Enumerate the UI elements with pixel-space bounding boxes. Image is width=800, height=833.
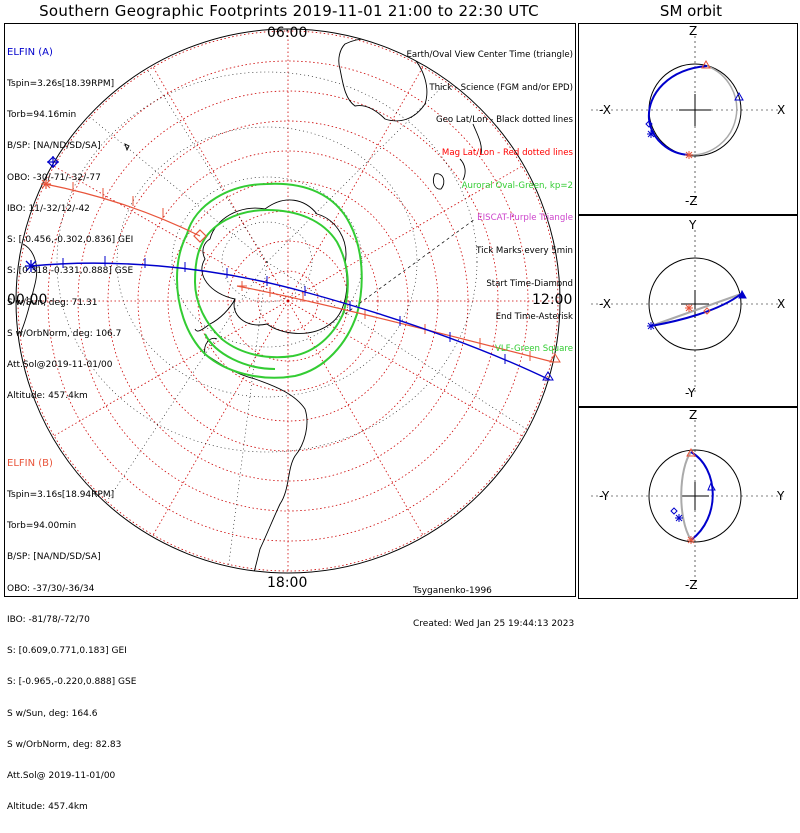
elfin-b-view-triangle <box>549 353 561 363</box>
created-timestamp: Created: Wed Jan 25 19:44:13 2023 <box>413 619 575 629</box>
elfin-b-line: Att.Sol@ 2019-11-01/00 <box>7 771 116 781</box>
sm-xy-bottom-label: -Y <box>685 386 696 400</box>
elfin-b-line: S w/Sun, deg: 164.6 <box>7 708 98 719</box>
footprint-map-panel: 06:00 00:00 12:00 18:00 ELFIN (A) Tspin=… <box>4 23 576 812</box>
sm-yz-right-label: Y <box>777 489 785 503</box>
elfin-a-line: OBO: -30/-71/-32/-77 <box>7 172 101 183</box>
sm-yz-left-label: -Y <box>599 489 610 503</box>
legend-entry: EISCAT-Purple Triangle <box>477 213 573 224</box>
elfin-b-end-asterisk <box>41 179 51 189</box>
mlt-label-bottom: 18:00 <box>267 575 308 591</box>
elfin-b-center-mark <box>237 281 247 291</box>
sm-xy-left-label: -X <box>599 297 611 311</box>
sm-xz-top-label: Z <box>689 24 698 38</box>
legend-entry: End Time-Asterisk <box>495 311 573 322</box>
elfin-a-view-triangle <box>542 371 554 381</box>
footer: Tsyganenko-1996 Created: Wed Jan 25 19:4… <box>413 564 574 652</box>
elfin-b-track <box>41 179 561 363</box>
elfin-a-track <box>25 156 554 381</box>
map-boundary <box>15 28 561 574</box>
plot-title: Southern Geographic Footprints 2019-11-0… <box>39 2 539 20</box>
legend-entry: Earth/Oval View Center Time (triangle) <box>406 49 573 60</box>
elfin-a-view-marker <box>47 156 59 168</box>
sm-xy-top-label: Y <box>689 218 697 232</box>
sm-xz-left-label: -X <box>599 103 611 117</box>
legend-entry: Start Time-Diamond <box>486 278 573 289</box>
auroral-oval <box>175 182 363 379</box>
legend-entry: Thick - Science (FGM and/or EPD) <box>429 82 573 93</box>
elfin-a-line: S: [-0.456,-0.302,0.836] GEI <box>7 235 134 246</box>
elfin-a-start-asterisk <box>25 260 37 272</box>
elfin-a-header: ELFIN (A) <box>7 46 53 58</box>
elfin-a-line: IBO: 11/-32/12/-42 <box>7 203 90 214</box>
elfin-a-line: Att.Sol@2019-11-01/00 <box>7 360 113 370</box>
elfin-b-line: B/SP: [NA/ND/SD/SA] <box>7 552 101 563</box>
elfin-b-line: S: [-0.965,-0.220,0.888] GSE <box>7 677 137 688</box>
elfin-b-info: ELFIN (B) Tspin=3.16s[18.94RPM] Torb=94.… <box>7 438 136 833</box>
elfin-b-line: IBO: -81/78/-72/70 <box>7 614 90 625</box>
elfin-a-line: Torb=94.16min <box>7 110 77 121</box>
elfin-a-line: S w/Sun, deg: 71.31 <box>7 297 98 308</box>
elfin-b-header: ELFIN (B) <box>7 457 53 469</box>
elfin-b-line: S: [0.609,0.771,0.183] GEI <box>7 646 127 657</box>
legend-entry: VLF-Green Square <box>494 344 573 355</box>
sm-yz-bottom-label: -Z <box>685 578 698 592</box>
elfin-a-line: Altitude: 457.4km <box>7 391 88 402</box>
elfin-b-line: OBO: -37/30/-36/34 <box>7 583 95 594</box>
sm-xz-bottom-label: -Z <box>685 194 698 208</box>
legend-entry: Geo Lat/Lon - Black dotted lines <box>435 115 573 126</box>
sm-orbit-title: SM orbit <box>659 2 723 20</box>
elfin-a-line: S: [0.318,-0.331,0.888] GSE <box>7 266 134 277</box>
sm-panel-yz: Z -Z -Y Y <box>578 407 798 599</box>
elfin-a-info: ELFIN (A) Tspin=3.26s[18.39RPM] Torb=94.… <box>7 27 133 422</box>
elfin-a-line: Tspin=3.26s[18.39RPM] <box>7 79 115 90</box>
legend-entry: Mag Lat/Lon - Red dotted lines <box>441 147 573 158</box>
footprint-map <box>15 28 561 574</box>
mlt-label-top: 06:00 <box>267 25 308 41</box>
model-credit: Tsyganenko-1996 <box>413 586 492 596</box>
elfin-b-start-diamond <box>193 229 207 243</box>
sm-xy-right-label: X <box>777 297 786 311</box>
sm-yz-top-label: Z <box>689 408 698 422</box>
sm-xz-right-label: X <box>777 103 786 117</box>
legend-entry: Tick Marks every 5min <box>476 246 573 257</box>
mlt-label-left: 00:00 <box>7 292 48 308</box>
mlt-label-right: 12:00 <box>532 292 573 308</box>
elfin-b-line: Tspin=3.16s[18.94RPM] <box>7 490 115 501</box>
elfin-b-line: Altitude: 457.4km <box>7 802 88 813</box>
elfin-a-line: B/SP: [NA/ND/SD/SA] <box>7 141 101 152</box>
elfin-b-line: Torb=94.00min <box>7 521 77 532</box>
sm-panel-xy: Y -Y -X X <box>578 215 798 407</box>
elfin-a-line: S w/OrbNorm, deg: 106.7 <box>7 328 122 339</box>
elfin-b-line: S w/OrbNorm, deg: 82.83 <box>7 739 122 750</box>
legend-entry: Auroral Oval-Green, kp=2 <box>461 180 573 191</box>
map-legend: Earth/Oval View Center Time (triangle) T… <box>406 28 573 377</box>
sm-panel-xz: Z -Z -X X <box>578 23 798 215</box>
